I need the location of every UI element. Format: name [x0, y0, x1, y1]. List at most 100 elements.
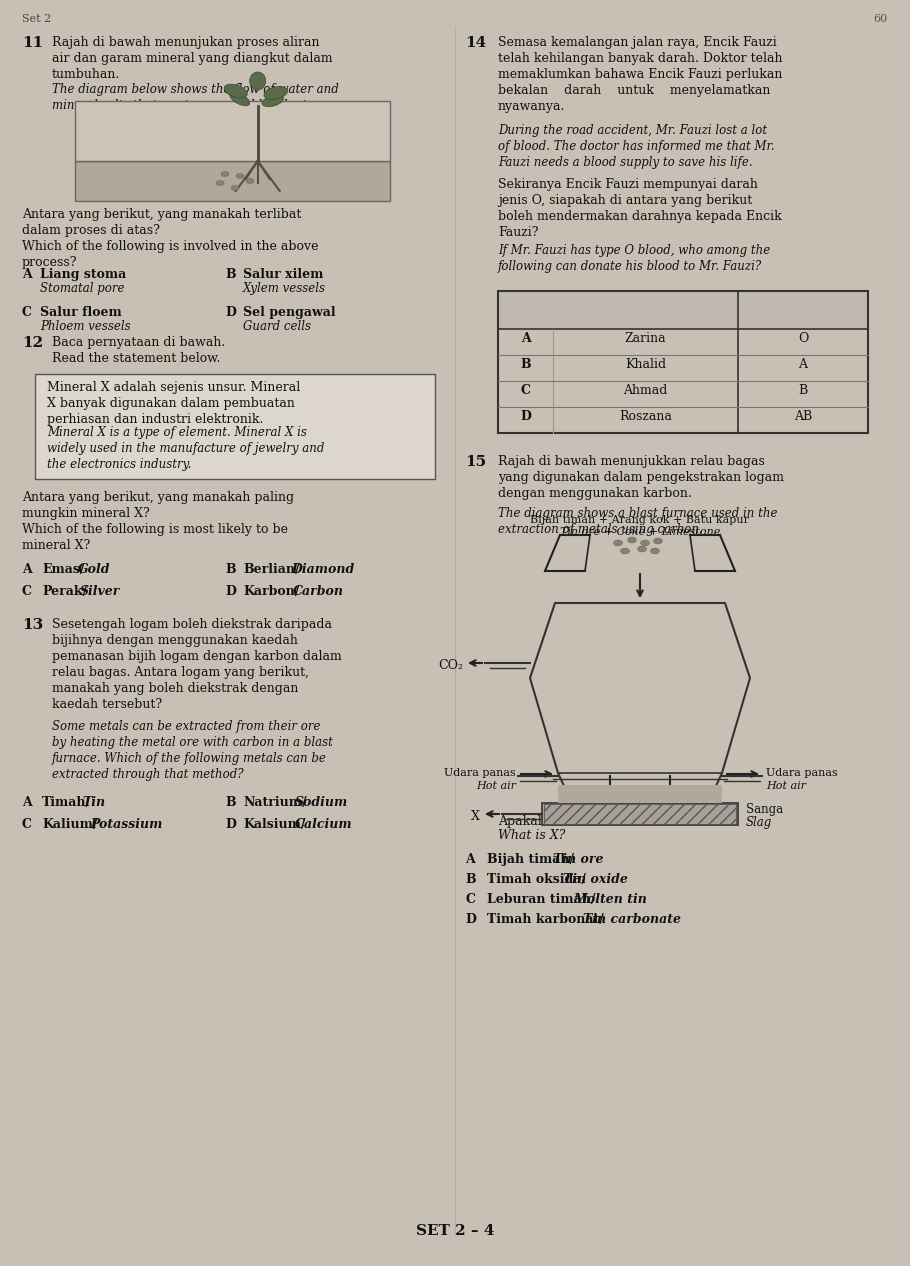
- Text: Sel pengawal: Sel pengawal: [243, 306, 336, 319]
- Ellipse shape: [653, 538, 662, 544]
- Text: Antara yang berikut, yang manakah terlibat
dalam proses di atas?
Which of the fo: Antara yang berikut, yang manakah terlib…: [22, 208, 318, 268]
- Text: Potassium: Potassium: [90, 818, 162, 830]
- Text: Carbon: Carbon: [293, 585, 344, 598]
- Text: Emas/: Emas/: [42, 563, 85, 576]
- Text: Baca pernyataan di bawah.
Read the statement below.: Baca pernyataan di bawah. Read the state…: [52, 335, 226, 365]
- Text: Udara panas: Udara panas: [766, 768, 838, 779]
- Text: C: C: [521, 384, 531, 396]
- Text: Gold: Gold: [78, 563, 110, 576]
- Text: D: D: [225, 818, 236, 830]
- Ellipse shape: [221, 171, 229, 176]
- Text: 60: 60: [874, 14, 888, 24]
- Text: B: B: [225, 268, 236, 281]
- Text: Roszana: Roszana: [619, 409, 672, 423]
- Text: Liang stoma: Liang stoma: [40, 268, 126, 281]
- Text: X: X: [471, 810, 480, 823]
- Text: Timah/: Timah/: [42, 796, 91, 809]
- Text: Salur xilem: Salur xilem: [243, 268, 323, 281]
- Text: Penderma: Penderma: [610, 298, 681, 310]
- Ellipse shape: [229, 92, 249, 106]
- Bar: [558, 785, 722, 803]
- Text: If Mr. Fauzi has type O blood, who among the
following can donate his blood to M: If Mr. Fauzi has type O blood, who among…: [498, 244, 770, 273]
- Text: Semasa kemalangan jalan raya, Encik Fauzi
telah kehilangan banyak darah. Doktor : Semasa kemalangan jalan raya, Encik Fauz…: [498, 35, 783, 113]
- Text: B: B: [225, 796, 236, 809]
- Text: A: A: [798, 357, 807, 371]
- Text: Mineral X is a type of element. Mineral X is
widely used in the manufacture of j: Mineral X is a type of element. Mineral …: [47, 425, 324, 471]
- Text: Sesetengah logam boleh diekstrak daripada
bijihnya dengan menggunakan kaedah
pem: Sesetengah logam boleh diekstrak daripad…: [52, 618, 342, 711]
- Text: C: C: [22, 585, 32, 598]
- Text: Timah oksida/: Timah oksida/: [487, 874, 586, 886]
- Text: Kalium/: Kalium/: [42, 818, 97, 830]
- Text: Xylem vessels: Xylem vessels: [243, 282, 326, 295]
- Text: Some metals can be extracted from their ore
by heating the metal ore with carbon: Some metals can be extracted from their …: [52, 720, 333, 781]
- Text: Stomatal pore: Stomatal pore: [40, 282, 125, 295]
- Text: B: B: [798, 384, 808, 396]
- Bar: [544, 804, 736, 824]
- Text: Tin carbonate: Tin carbonate: [583, 913, 681, 925]
- Text: AB: AB: [794, 409, 812, 423]
- Text: Sekiranya Encik Fauzi mempunyai darah
jenis O, siapakah di antara yang berikut
b: Sekiranya Encik Fauzi mempunyai darah je…: [498, 179, 782, 239]
- Text: The diagram below shows the flow of water and
mineral salts that are transported: The diagram below shows the flow of wate…: [52, 84, 339, 111]
- Text: Khalid: Khalid: [625, 357, 666, 371]
- Text: O: O: [798, 332, 808, 344]
- Text: Berlian/: Berlian/: [243, 563, 299, 576]
- Bar: [542, 803, 738, 825]
- Text: 12: 12: [22, 335, 43, 349]
- Text: A: A: [465, 853, 475, 866]
- Text: Tin ore + Coke + Limestone: Tin ore + Coke + Limestone: [560, 527, 720, 537]
- Text: Blood group: Blood group: [766, 309, 840, 322]
- Ellipse shape: [621, 548, 630, 555]
- Ellipse shape: [231, 186, 239, 190]
- Text: Mineral X adalah sejenis unsur. Mineral
X banyak digunakan dalam pembuatan
perhi: Mineral X adalah sejenis unsur. Mineral …: [47, 381, 300, 425]
- Text: C: C: [22, 306, 32, 319]
- Bar: [75, 161, 390, 201]
- Text: B: B: [225, 563, 236, 576]
- Ellipse shape: [224, 85, 248, 97]
- Text: Sanga: Sanga: [746, 803, 784, 817]
- Text: Diamond: Diamond: [291, 563, 354, 576]
- Text: Kalsium/: Kalsium/: [243, 818, 306, 830]
- Ellipse shape: [628, 537, 636, 543]
- Text: Calcium: Calcium: [295, 818, 353, 830]
- Bar: [35, 373, 435, 479]
- Text: CO₂: CO₂: [438, 660, 463, 672]
- Text: Perak/: Perak/: [42, 585, 87, 598]
- Text: Tin: Tin: [82, 796, 106, 809]
- Text: Sodium: Sodium: [295, 796, 349, 809]
- Text: Timah karbonat/: Timah karbonat/: [487, 913, 604, 925]
- Text: A: A: [22, 563, 32, 576]
- Text: Slag: Slag: [746, 817, 773, 829]
- Ellipse shape: [236, 173, 244, 179]
- Ellipse shape: [613, 541, 622, 546]
- Text: 13: 13: [22, 618, 44, 632]
- Ellipse shape: [216, 181, 224, 186]
- Text: A: A: [22, 268, 32, 281]
- Text: Zarina: Zarina: [624, 332, 666, 344]
- Text: D: D: [225, 585, 236, 598]
- Text: Bijah timah/: Bijah timah/: [487, 853, 574, 866]
- Text: SET 2 – 4: SET 2 – 4: [416, 1224, 494, 1238]
- Text: Rajah di bawah menunjukkan relau bagas
yang digunakan dalam pengekstrakan logam
: Rajah di bawah menunjukkan relau bagas y…: [498, 454, 784, 500]
- Text: Guard cells: Guard cells: [243, 320, 311, 333]
- Ellipse shape: [249, 72, 266, 90]
- Text: Apakah X?: Apakah X?: [498, 815, 565, 828]
- Text: Set 2: Set 2: [22, 14, 51, 24]
- Text: Bijah timah + Arang kok + Batu kapur: Bijah timah + Arang kok + Batu kapur: [531, 515, 750, 525]
- Text: B: B: [465, 874, 476, 886]
- Text: Molten tin: Molten tin: [573, 893, 647, 906]
- Bar: [75, 101, 390, 161]
- Text: Natrium/: Natrium/: [243, 796, 307, 809]
- Text: Phloem vessels: Phloem vessels: [40, 320, 131, 333]
- Text: Tin ore: Tin ore: [553, 853, 603, 866]
- Text: Karbon/: Karbon/: [243, 585, 299, 598]
- Text: 14: 14: [465, 35, 486, 49]
- Text: Salur floem: Salur floem: [40, 306, 122, 319]
- Text: D: D: [225, 306, 236, 319]
- Text: A: A: [22, 796, 32, 809]
- Text: A: A: [521, 332, 531, 344]
- Text: Silver: Silver: [80, 585, 120, 598]
- Text: Donor: Donor: [627, 309, 664, 322]
- Text: Ahmad: Ahmad: [623, 384, 668, 396]
- Ellipse shape: [262, 95, 283, 106]
- Ellipse shape: [246, 179, 254, 184]
